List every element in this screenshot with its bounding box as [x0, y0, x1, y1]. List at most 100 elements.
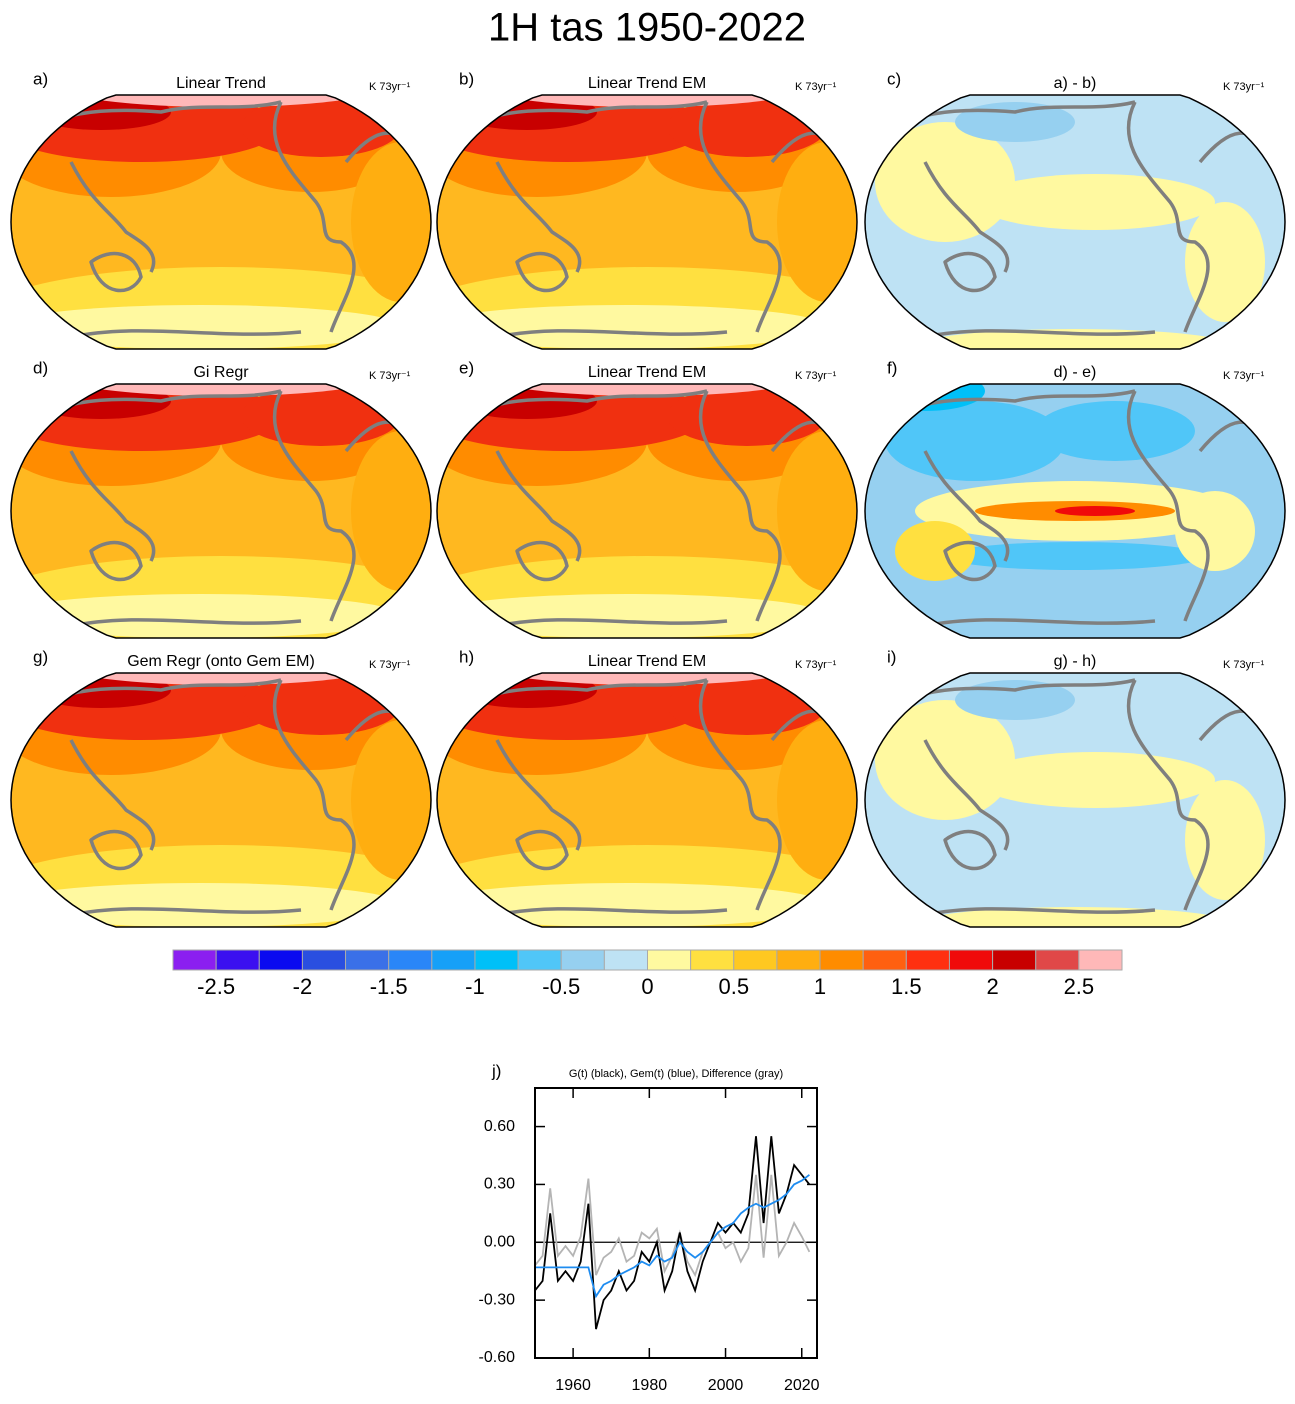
field-blob — [437, 305, 827, 349]
x-tick-label: 1980 — [632, 1377, 668, 1394]
field-blob — [777, 142, 857, 302]
series-line — [534, 1136, 811, 1330]
coastline — [515, 829, 569, 871]
panel-units: K 73yr⁻¹ — [1223, 370, 1265, 382]
field-blob — [875, 122, 1015, 242]
colorbar-tick-label: 2 — [986, 974, 998, 999]
series-line — [535, 1174, 810, 1299]
coastline — [515, 540, 569, 582]
panel-title: Gi Regr — [193, 364, 249, 381]
field-blob — [61, 384, 381, 396]
field-blob — [437, 883, 827, 927]
colorbar-box — [1035, 949, 1080, 971]
panel-title: Linear Trend — [176, 75, 266, 92]
colorbar-tick-label: 2.5 — [1064, 974, 1095, 999]
colorbar-box — [603, 949, 649, 971]
coastline — [496, 907, 728, 917]
panel-units: K 73yr⁻¹ — [795, 81, 837, 93]
series-line — [534, 1174, 811, 1278]
field-blob — [895, 521, 975, 581]
field-blob — [945, 542, 1205, 570]
field-blob — [487, 673, 807, 685]
field-blob — [777, 431, 857, 591]
map — [865, 95, 1285, 349]
colorbar-box — [474, 949, 519, 971]
panel-units: K 73yr⁻¹ — [795, 370, 837, 382]
field-blob — [865, 384, 985, 411]
coastline — [70, 329, 302, 339]
field-blob — [487, 95, 807, 107]
panel-title: d) - e) — [1054, 364, 1097, 381]
panel-label: h) — [459, 647, 474, 666]
panel-title: Linear Trend EM — [588, 75, 706, 92]
colorbar-tick-label: 1 — [814, 974, 826, 999]
colorbar-tick-label: -2 — [293, 974, 313, 999]
colorbar-box — [733, 949, 778, 971]
y-tick-label: 0.30 — [484, 1176, 515, 1193]
coastline — [924, 329, 1156, 339]
map — [865, 673, 1285, 927]
panel-label: g) — [33, 647, 48, 666]
panel-label: c) — [887, 69, 901, 88]
panel-units: K 73yr⁻¹ — [369, 370, 411, 382]
map-border — [436, 94, 858, 350]
colorbar-box — [172, 949, 217, 971]
colorbar-tick-label: -2.5 — [197, 974, 235, 999]
field-blob — [1055, 506, 1135, 516]
colorbar-box — [948, 949, 994, 971]
coastline — [924, 618, 1156, 628]
colorbar-tick-label: 0 — [641, 974, 653, 999]
x-tick-label: 2020 — [784, 1377, 820, 1394]
panel-units: K 73yr⁻¹ — [369, 659, 411, 671]
panel-units: K 73yr⁻¹ — [795, 659, 837, 671]
field-blob — [777, 720, 857, 880]
panel-units: K 73yr⁻¹ — [1223, 81, 1265, 93]
coastline — [943, 540, 997, 582]
field-blob — [975, 752, 1215, 808]
colorbar-box — [1078, 949, 1123, 971]
y-tick-label: 0.00 — [484, 1234, 515, 1251]
colorbar-box — [776, 949, 821, 971]
map-border — [864, 672, 1286, 928]
chart-label: j) — [491, 1061, 501, 1080]
panel-label: a) — [33, 69, 48, 88]
coastline — [496, 329, 728, 339]
panel-title: g) - h) — [1054, 653, 1097, 670]
field-blob — [875, 700, 1015, 820]
colorbar-box — [431, 949, 476, 971]
map — [437, 384, 857, 638]
field-blob — [11, 883, 401, 927]
x-tick-label: 1960 — [555, 1377, 591, 1394]
panel-title: Linear Trend EM — [588, 653, 706, 670]
panel-label: b) — [459, 69, 474, 88]
map-border — [10, 94, 432, 350]
panel-title: Gem Regr (onto Gem EM) — [127, 653, 315, 670]
coastline — [89, 829, 143, 871]
coastline — [70, 907, 302, 917]
field-blob — [1185, 202, 1265, 322]
map-border — [10, 672, 432, 928]
field-blob — [351, 431, 431, 591]
colorbar-box — [905, 949, 950, 971]
field-blob — [351, 720, 431, 880]
map-border — [436, 672, 858, 928]
colorbar-box — [301, 949, 347, 971]
coastline — [515, 251, 569, 293]
colorbar-box — [517, 949, 562, 971]
field-blob — [61, 673, 381, 685]
colorbar-box — [215, 949, 260, 971]
map — [437, 95, 857, 349]
plot-frame — [534, 1087, 818, 1359]
panel-label: i) — [887, 647, 896, 666]
field-blob — [915, 907, 1235, 927]
panel-label: d) — [33, 358, 48, 377]
panel-title: a) - b) — [1054, 75, 1097, 92]
field-blob — [11, 594, 401, 638]
y-tick-label: 0.60 — [484, 1118, 515, 1135]
panel-title: Linear Trend EM — [588, 364, 706, 381]
figure-title: 1H tas 1950-2022 — [488, 6, 806, 50]
x-tick-label: 2000 — [708, 1377, 744, 1394]
field-blob — [487, 384, 807, 396]
colorbar-tick-label: 1.5 — [891, 974, 922, 999]
